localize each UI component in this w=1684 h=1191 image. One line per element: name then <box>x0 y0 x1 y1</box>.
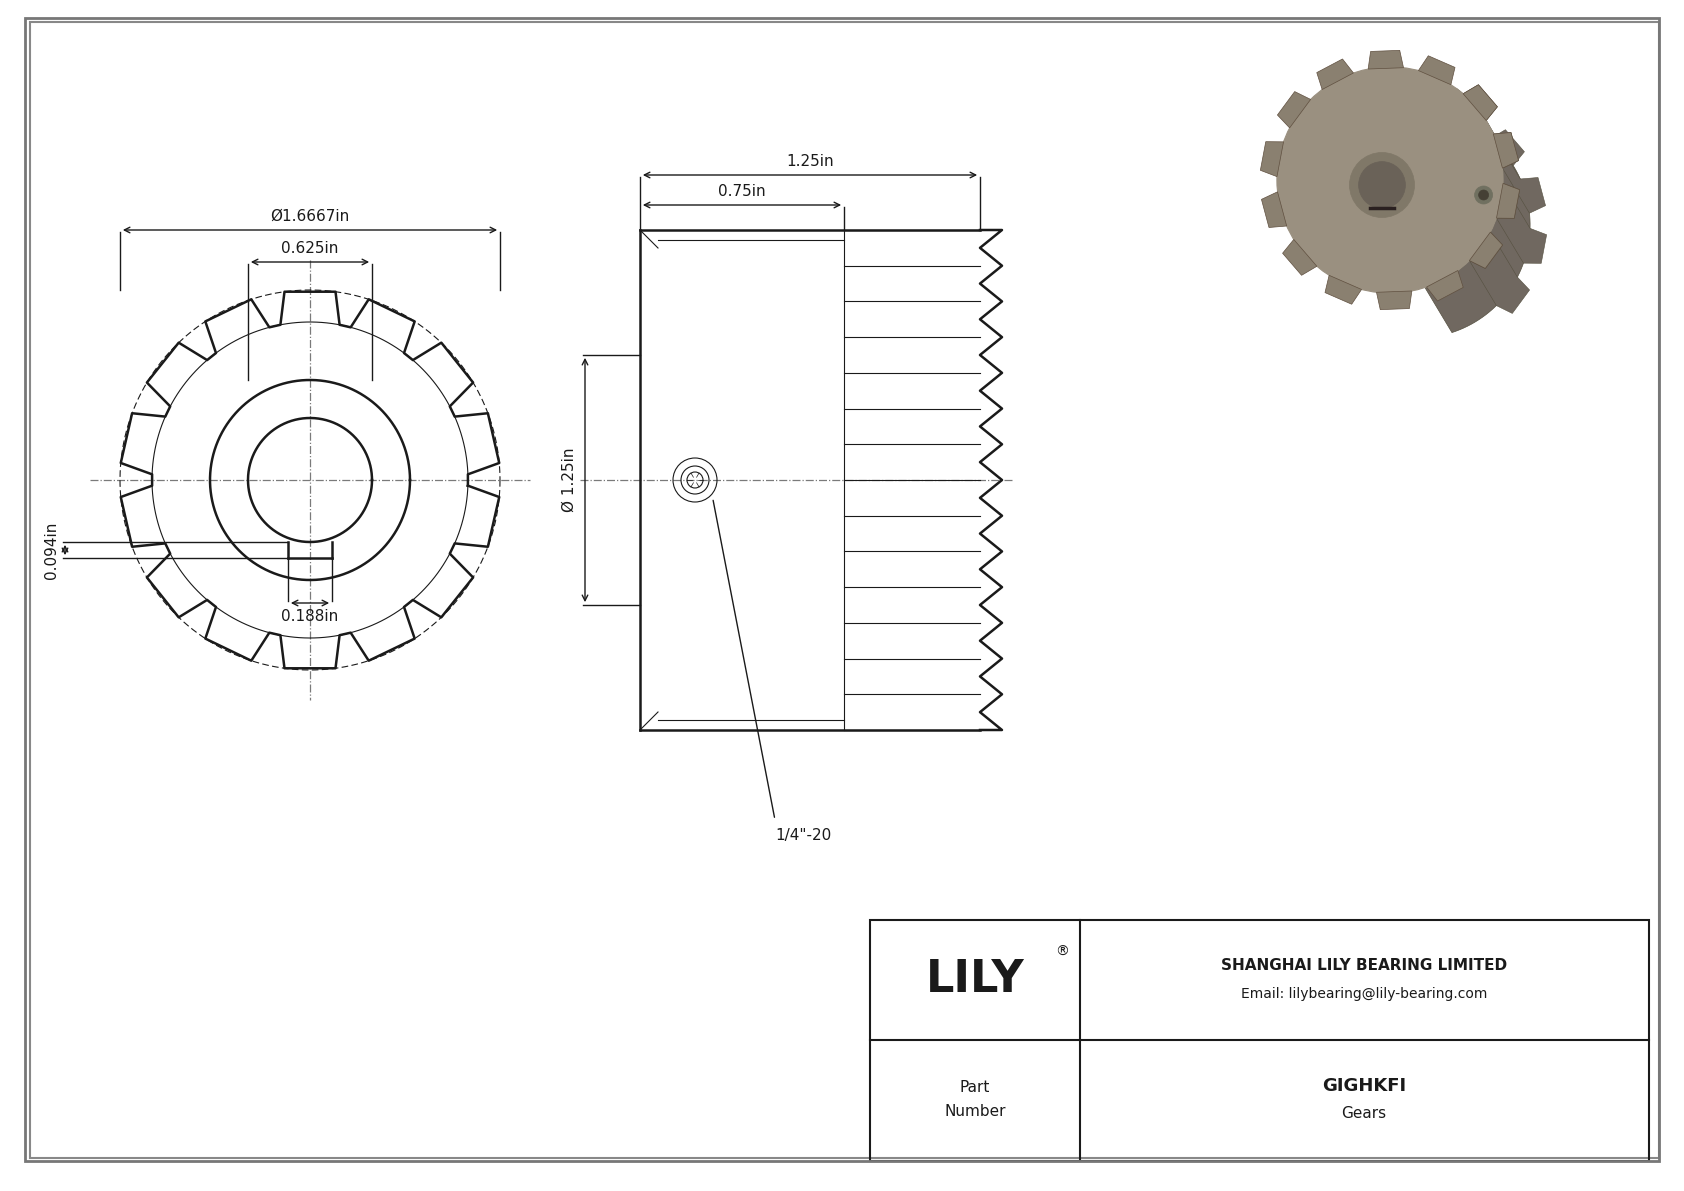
Text: Ø1.6667in: Ø1.6667in <box>271 208 350 224</box>
Text: 1/4"-20: 1/4"-20 <box>775 828 832 843</box>
Polygon shape <box>1463 85 1497 120</box>
Circle shape <box>1349 152 1415 218</box>
Polygon shape <box>1261 192 1287 227</box>
Polygon shape <box>1494 132 1546 213</box>
Text: Ø 1.25in: Ø 1.25in <box>562 448 578 512</box>
Text: GIGHKFI: GIGHKFI <box>1322 1077 1406 1095</box>
Polygon shape <box>1376 291 1411 310</box>
Text: 0.75in: 0.75in <box>717 183 766 199</box>
Text: Number: Number <box>945 1104 1005 1120</box>
Polygon shape <box>1283 239 1317 275</box>
Polygon shape <box>1497 183 1519 218</box>
Polygon shape <box>1367 50 1403 69</box>
Polygon shape <box>1497 183 1546 263</box>
Circle shape <box>1359 162 1406 208</box>
Polygon shape <box>1325 275 1362 304</box>
Polygon shape <box>1470 232 1529 313</box>
Text: 1.25in: 1.25in <box>786 154 834 169</box>
Circle shape <box>1276 67 1504 293</box>
Bar <box>871 919 1649 1161</box>
Polygon shape <box>1418 56 1455 85</box>
Polygon shape <box>1260 142 1283 176</box>
Polygon shape <box>1278 92 1310 127</box>
Text: Gears: Gears <box>1342 1106 1386 1122</box>
Text: Email: lilybearing@lily-bearing.com: Email: lilybearing@lily-bearing.com <box>1241 987 1487 1000</box>
Polygon shape <box>1317 60 1354 89</box>
Text: Part: Part <box>960 1080 990 1096</box>
Text: 0.094in: 0.094in <box>44 522 59 579</box>
Text: 0.625in: 0.625in <box>281 241 338 256</box>
Polygon shape <box>1426 270 1463 301</box>
Circle shape <box>1479 191 1489 200</box>
Polygon shape <box>1425 88 1531 332</box>
Circle shape <box>1475 186 1492 204</box>
Polygon shape <box>1470 232 1502 268</box>
Text: 0.188in: 0.188in <box>281 609 338 624</box>
Text: ®: ® <box>1056 944 1069 959</box>
Polygon shape <box>1463 85 1524 166</box>
Text: LILY: LILY <box>926 959 1024 1002</box>
Polygon shape <box>1494 132 1519 168</box>
Text: SHANGHAI LILY BEARING LIMITED: SHANGHAI LILY BEARING LIMITED <box>1221 959 1507 973</box>
